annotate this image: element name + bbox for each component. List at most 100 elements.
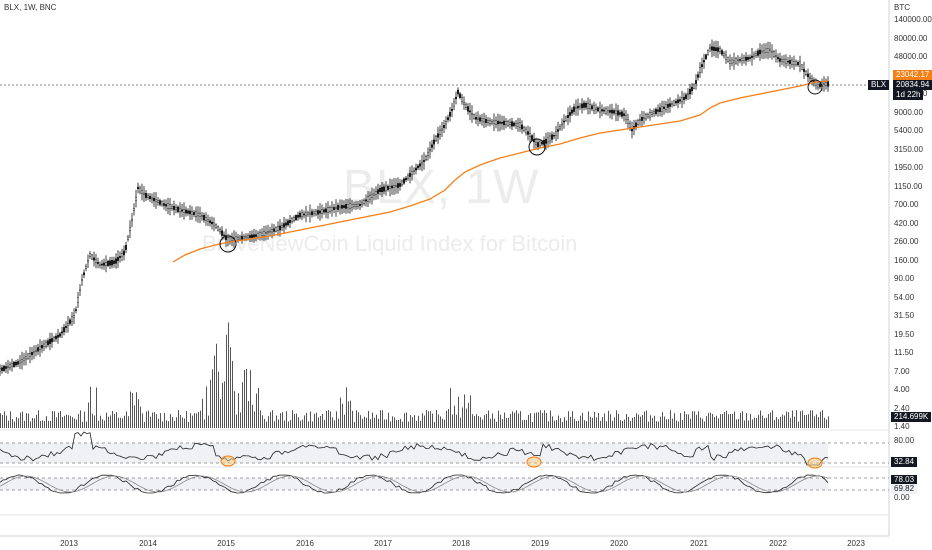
volume-bar (18, 418, 19, 428)
candle-body (333, 207, 336, 210)
volume-bar (692, 411, 693, 428)
candle-body (739, 59, 742, 61)
time-tick: 2018 (452, 539, 470, 548)
time-tick: 2019 (531, 539, 549, 548)
volume-bar (608, 410, 609, 428)
candle-body (789, 60, 792, 64)
rsi-highlight-2022 (807, 457, 823, 469)
candle-body (355, 204, 358, 207)
volume-bar (552, 416, 553, 428)
candle-body (200, 215, 203, 218)
candle-body (817, 84, 820, 88)
candle-body (751, 55, 754, 58)
volume-bar (508, 417, 509, 428)
candle-body (74, 309, 77, 311)
volume-bar (342, 403, 343, 428)
candle-body (631, 128, 634, 132)
volume-bar (436, 410, 437, 428)
volume-bar (604, 413, 605, 428)
candle-body (252, 234, 255, 238)
volume-bar (388, 412, 389, 428)
volume-bar (786, 411, 787, 428)
volume-bar (744, 420, 745, 428)
time-tick: 2015 (217, 539, 235, 548)
candle-body (323, 209, 326, 213)
candle-body (271, 229, 274, 233)
candle-body (411, 171, 414, 175)
volume-bar (266, 421, 267, 428)
candle-body (779, 58, 782, 62)
candle-body (208, 220, 211, 223)
volume-bar (438, 414, 439, 428)
volume-bar (246, 369, 247, 428)
volume-bar (390, 421, 391, 428)
candle-body (763, 50, 766, 53)
candle-body (619, 112, 622, 115)
volume-bar (764, 418, 765, 428)
candle-body (689, 88, 692, 95)
volume-bar (60, 411, 61, 428)
countdown-tag: 1d 22h (893, 90, 924, 100)
candle-body (220, 230, 223, 236)
volume-bar (224, 381, 225, 428)
candle-body (178, 207, 181, 213)
candle-body (12, 361, 15, 368)
candle-body (184, 209, 187, 214)
volume-bar (32, 418, 33, 428)
candle-body (669, 103, 672, 107)
candle-body (649, 111, 652, 118)
volume-bar (296, 413, 297, 428)
chart-canvas[interactable] (0, 0, 890, 550)
candle-body (579, 105, 582, 108)
candle-body (801, 64, 804, 70)
candle-body (164, 204, 167, 207)
volume-bar (150, 416, 151, 428)
price-tick: 420.00 (894, 218, 919, 228)
volume-bar (208, 415, 209, 428)
candle-body (78, 289, 81, 291)
candle-body (311, 211, 314, 216)
candle-body (743, 57, 746, 61)
candle-body (391, 185, 394, 189)
volume-bar (38, 410, 39, 428)
candle-body (601, 109, 604, 112)
volume-bar (610, 414, 611, 428)
candle-body (120, 252, 123, 257)
candle-body (307, 212, 310, 215)
volume-bar (476, 414, 477, 428)
volume-bar (84, 411, 85, 428)
volume-bar (420, 420, 421, 428)
candle-body (14, 362, 17, 366)
volume-bar (826, 419, 827, 428)
candle-body (228, 237, 231, 242)
volume-bar (186, 411, 187, 428)
volume-bar (370, 419, 371, 428)
candle-body (557, 129, 560, 132)
volume-bar (134, 405, 135, 428)
candle-body (591, 105, 594, 110)
candle-body (216, 226, 219, 231)
candle-body (805, 71, 808, 75)
candle-body (781, 59, 784, 62)
volume-bar (258, 388, 259, 428)
volume-bar (806, 414, 807, 428)
volume-bar (494, 418, 495, 428)
volume-bar (540, 410, 541, 428)
volume-bar (12, 419, 13, 428)
candle-body (643, 116, 646, 119)
price-tick: 4.00 (894, 385, 910, 394)
candle-body (305, 212, 308, 217)
volume-bar (4, 411, 5, 428)
volume-bar (214, 355, 215, 428)
candle-body (413, 170, 416, 173)
time-tick: 2013 (60, 539, 78, 548)
candle-body (204, 217, 207, 221)
candle-body (431, 144, 434, 148)
volume-bar (230, 347, 231, 428)
chart-symbol-header[interactable]: BLX, 1W, BNC (4, 3, 57, 12)
volume-bar (820, 411, 821, 428)
volume-bar (274, 421, 275, 428)
candle-body (585, 102, 588, 108)
volume-bar (358, 412, 359, 428)
candle-body (477, 117, 480, 120)
